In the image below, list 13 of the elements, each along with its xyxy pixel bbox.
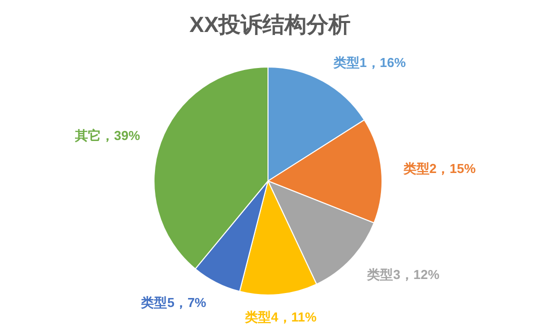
data-label: ，12% [400,267,440,282]
data-label: ，7% [174,295,207,310]
data-label: ，16% [366,54,406,70]
slice-label: 其它 [74,128,102,143]
slice-label: 类型3 [366,267,400,282]
slice-label: 类型1 [332,54,367,70]
slice-label: 类型5 [140,295,174,310]
data-label: ，15% [436,161,476,176]
data-label: ，11% [278,309,317,324]
slice-label: 类型4 [244,309,280,324]
slice-label: 类型2 [402,161,437,176]
data-label: ，39% [101,128,140,143]
chart-title: XX投诉结构分析 [189,12,351,37]
